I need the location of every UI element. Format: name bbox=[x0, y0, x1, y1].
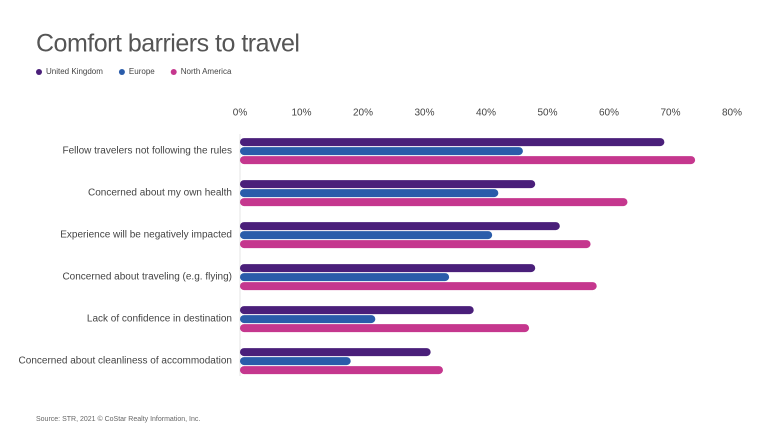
legend-swatch bbox=[170, 69, 177, 75]
bar bbox=[240, 366, 443, 375]
y-tick-label: Concerned about cleanliness of accommoda… bbox=[19, 356, 232, 367]
bar bbox=[240, 264, 536, 273]
y-tick-label: Concerned about traveling (e.g. flying) bbox=[62, 272, 232, 283]
legend-label: United Kingdom bbox=[46, 67, 103, 76]
bar bbox=[240, 222, 560, 231]
x-tick-label: 70% bbox=[660, 108, 680, 119]
x-tick-label: 20% bbox=[353, 108, 373, 119]
bar bbox=[240, 138, 665, 147]
bar bbox=[240, 282, 597, 291]
x-tick-label: 80% bbox=[722, 108, 742, 119]
y-tick-label: Lack of confidence in destination bbox=[87, 314, 232, 325]
bar bbox=[240, 198, 628, 207]
bar bbox=[240, 231, 493, 240]
x-tick-label: 60% bbox=[599, 108, 619, 119]
x-tick-label: 10% bbox=[291, 108, 311, 119]
bar bbox=[240, 315, 376, 324]
bar bbox=[240, 348, 431, 357]
legend-swatch bbox=[118, 69, 125, 75]
x-tick-label: 30% bbox=[414, 108, 434, 119]
y-tick-label: Concerned about my own health bbox=[88, 188, 232, 199]
bar bbox=[240, 240, 591, 249]
x-tick-label: 40% bbox=[476, 108, 496, 119]
bar bbox=[240, 180, 536, 189]
y-tick-label: Fellow travelers not following the rules bbox=[62, 146, 232, 157]
bar bbox=[240, 306, 474, 315]
bar bbox=[240, 189, 499, 198]
legend-label: Europe bbox=[129, 67, 155, 76]
bar bbox=[240, 357, 351, 366]
bar bbox=[240, 156, 696, 165]
source-note: Source: STR, 2021 © CoStar Realty Inform… bbox=[36, 415, 200, 423]
bar bbox=[240, 273, 450, 282]
chart-title: Comfort barriers to travel bbox=[36, 30, 299, 58]
y-tick-label: Experience will be negatively impacted bbox=[60, 230, 232, 241]
legend-swatch bbox=[36, 69, 42, 75]
x-tick-label: 0% bbox=[233, 108, 248, 119]
bar bbox=[240, 147, 523, 156]
legend-label: North America bbox=[181, 67, 232, 76]
x-tick-label: 50% bbox=[537, 108, 557, 119]
bar bbox=[240, 324, 530, 333]
